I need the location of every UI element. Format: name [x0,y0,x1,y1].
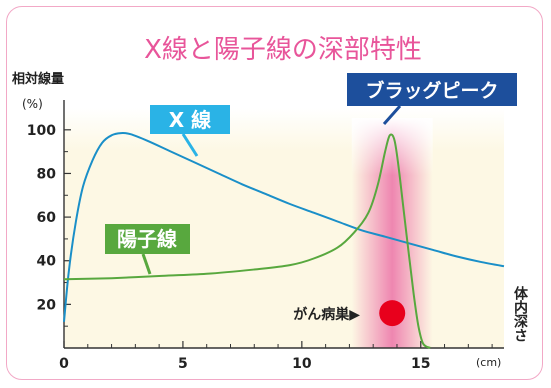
bragg-peak-label: ブラッグピーク [347,73,517,125]
x-tick-label: 5 [178,356,188,372]
y-axis-label: 相対線量 [12,71,64,87]
y-tick-label: 80 [37,166,57,182]
y-tick-label: 100 [27,123,56,139]
tumor-label: がん病巣▶ [293,306,360,323]
x-tick-label: 15 [411,356,430,372]
bragg-peak-glow [351,118,433,348]
bragg-peak-label-pointer [382,105,402,125]
x-ray-label-box [150,105,230,134]
proton-label-box [105,224,190,254]
proton-curve [63,133,431,349]
y-ticks: 20 40 60 80 100 [27,123,71,327]
x-tick-label: 10 [292,356,312,372]
proton-label-pointer [141,253,152,275]
chart-title: X線と陽子線の深部特性 [144,35,422,65]
proton-label-text: 陽子線 [117,227,177,251]
x-ray-label: X 線 [150,105,230,157]
x-ray-curve [63,132,505,322]
x-ray-label-text: X 線 [169,108,211,132]
bragg-peak-label-box [347,73,517,106]
bragg-peak-label-text: ブラッグピーク [365,79,498,102]
x-ticks: 0 5 10 15 [59,341,493,372]
y-tick-label: 60 [37,210,57,226]
tumor-dot [379,300,406,327]
x-axis-unit: (cm) [476,356,501,369]
proton-label: 陽子線 [105,224,190,275]
y-tick-label: 20 [37,297,57,313]
x-tick-label: 0 [59,356,69,372]
y-axis-unit: (%) [22,97,43,111]
axes [63,100,504,349]
x-axis-label: 体内深さ [512,285,528,342]
y-tick-label: 40 [37,254,57,270]
x-ray-label-pointer [181,133,199,157]
series-layer [63,132,505,349]
